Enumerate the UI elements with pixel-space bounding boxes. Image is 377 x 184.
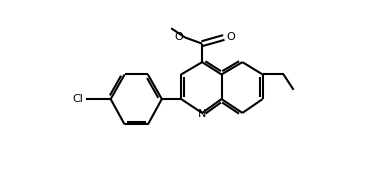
Text: N: N <box>198 109 206 119</box>
Text: O: O <box>175 33 184 43</box>
Text: O: O <box>226 33 235 43</box>
Text: Cl: Cl <box>73 94 84 104</box>
